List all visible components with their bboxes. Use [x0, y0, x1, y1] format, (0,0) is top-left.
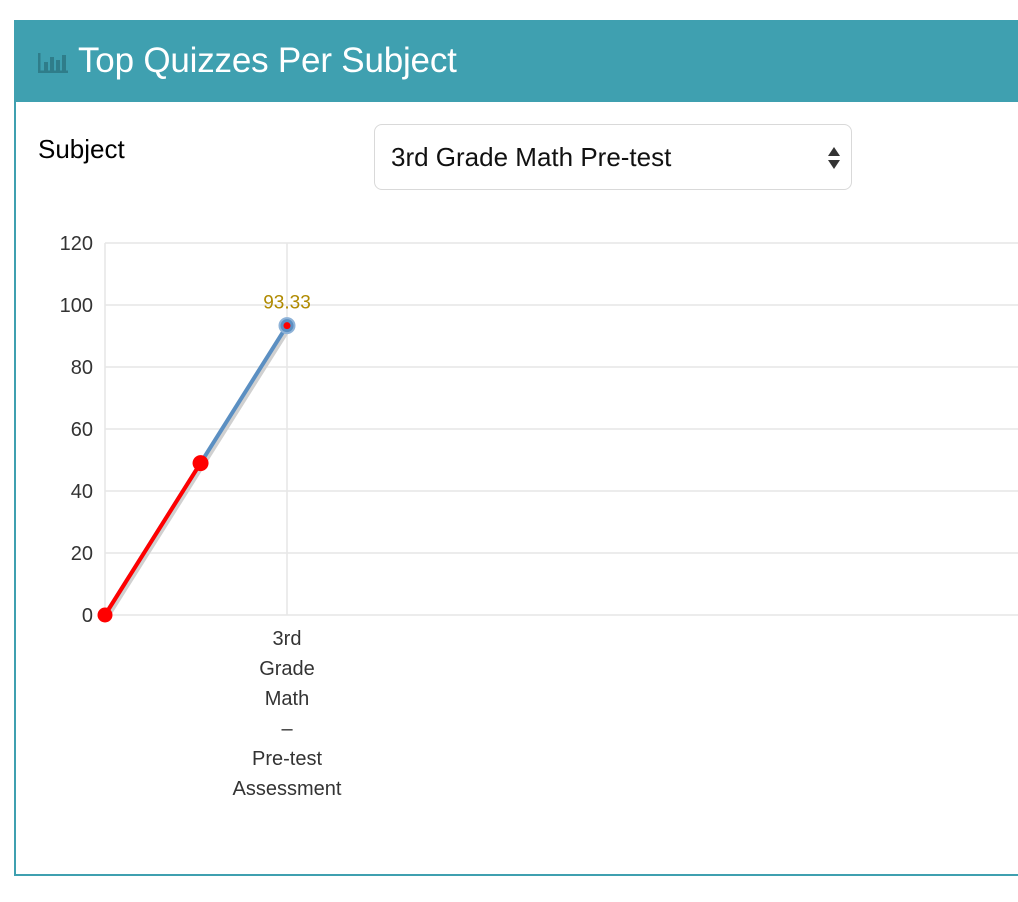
subject-label: Subject: [38, 134, 125, 164]
y-tick-label: 20: [71, 543, 93, 565]
x-tick-label: 3rd: [273, 628, 302, 650]
x-tick-label: Grade: [259, 658, 315, 680]
y-tick-label: 120: [60, 233, 93, 255]
y-tick-label: 80: [71, 357, 93, 379]
data-point-center: [283, 322, 291, 330]
subject-select[interactable]: 3rd Grade Math Pre-test: [374, 124, 852, 190]
chart-series: 93.33: [97, 293, 311, 623]
x-tick-label: Math: [265, 688, 309, 710]
x-tick-label: Pre-test: [252, 748, 322, 770]
origin-marker: [97, 607, 113, 623]
select-arrows-icon: [828, 147, 840, 169]
x-tick-label: –: [281, 718, 293, 740]
y-tick-label: 0: [82, 605, 93, 627]
y-tick-label: 100: [60, 295, 93, 317]
y-axis: 0 20 40 60 80 100 120: [60, 233, 93, 627]
series-shadow: [105, 326, 291, 620]
bar-chart-icon: [38, 53, 68, 73]
panel-title: Top Quizzes Per Subject: [78, 41, 457, 80]
series-highlight: [103, 461, 203, 617]
quizzes-panel: Top Quizzes Per Subject Subject 3rd Grad…: [14, 20, 1018, 876]
y-tick-label: 60: [71, 419, 93, 441]
x-axis: 3rd Grade Math – Pre-test Assessment: [233, 628, 342, 800]
panel-header: Top Quizzes Per Subject: [16, 20, 1018, 102]
y-tick-label: 40: [71, 481, 93, 503]
subject-select-value: 3rd Grade Math Pre-test: [391, 141, 672, 172]
hover-marker: [192, 455, 209, 472]
data-label: 93.33: [263, 293, 311, 314]
x-tick-label: Assessment: [233, 778, 342, 800]
chart-grid: [104, 242, 1018, 616]
